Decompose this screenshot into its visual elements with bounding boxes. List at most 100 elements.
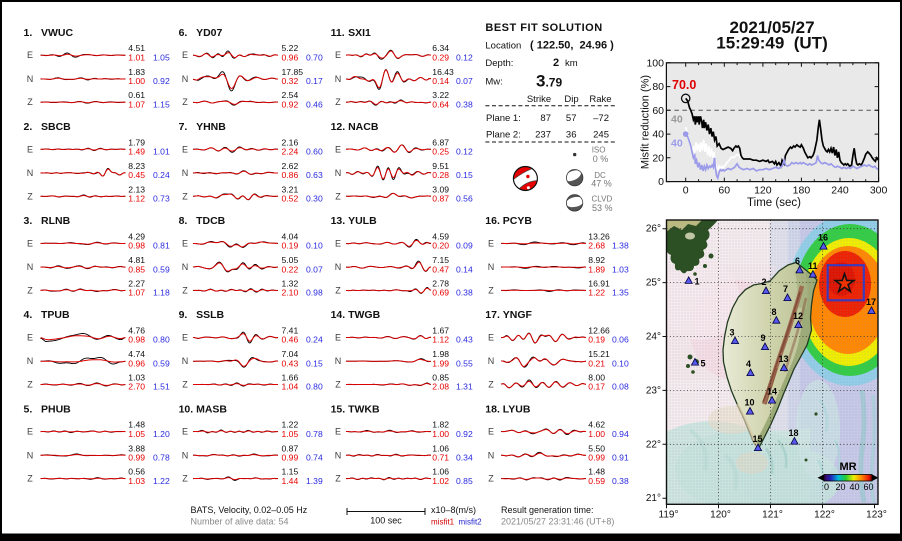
svg-text:0.38: 0.38 — [456, 99, 473, 109]
svg-text:N: N — [488, 356, 495, 366]
svg-text:1.31: 1.31 — [456, 382, 473, 392]
svg-text:E: E — [27, 50, 33, 60]
svg-text:6.: 6. — [179, 27, 188, 39]
svg-text:E: E — [335, 333, 341, 343]
svg-text:BATS, Velocity, 0.02–0.05 Hz: BATS, Velocity, 0.02–0.05 Hz — [191, 505, 308, 515]
svg-text:0.92: 0.92 — [153, 76, 170, 86]
svg-text:0.09: 0.09 — [456, 241, 473, 251]
svg-text:Plane 1:: Plane 1: — [486, 113, 521, 124]
svg-text:1.15: 1.15 — [282, 467, 299, 477]
svg-text:1: 1 — [695, 277, 700, 287]
svg-text:26°: 26° — [646, 224, 661, 235]
svg-text:1.05: 1.05 — [282, 429, 299, 439]
svg-text:1.05: 1.05 — [153, 52, 170, 62]
svg-text:N: N — [335, 74, 342, 84]
svg-text:3: 3 — [730, 328, 735, 338]
svg-text:57: 57 — [566, 113, 577, 124]
svg-text:13: 13 — [779, 354, 789, 364]
svg-text:1.12: 1.12 — [432, 335, 449, 345]
svg-text:1.01: 1.01 — [128, 52, 145, 62]
svg-text:E: E — [182, 333, 188, 343]
svg-text:1.01: 1.01 — [153, 147, 170, 157]
svg-text:0: 0 — [658, 176, 664, 188]
svg-text:0.87: 0.87 — [282, 443, 299, 453]
svg-text:3.21: 3.21 — [282, 184, 299, 194]
svg-text:0.59: 0.59 — [153, 264, 170, 274]
svg-text:1.89: 1.89 — [588, 264, 605, 274]
svg-text:0.24: 0.24 — [153, 170, 170, 180]
svg-text:119°: 119° — [659, 510, 679, 521]
svg-text:Result generation time:: Result generation time: — [501, 505, 594, 515]
svg-text:x10–8(m/s): x10–8(m/s) — [431, 505, 476, 515]
svg-text:36: 36 — [566, 129, 577, 140]
svg-text:2: 2 — [553, 57, 559, 69]
svg-text:4: 4 — [746, 359, 751, 369]
svg-text:9.: 9. — [179, 309, 188, 321]
svg-text:2.08: 2.08 — [432, 382, 449, 392]
svg-text:2.54: 2.54 — [282, 90, 299, 100]
svg-text:1.35: 1.35 — [612, 288, 629, 298]
svg-text:0.22: 0.22 — [282, 264, 299, 274]
svg-text:E: E — [335, 50, 341, 60]
svg-text:0.43: 0.43 — [456, 335, 473, 345]
svg-text:17: 17 — [866, 297, 876, 307]
svg-text:0.92: 0.92 — [282, 99, 299, 109]
svg-text:60: 60 — [863, 482, 873, 492]
svg-text:1.22: 1.22 — [588, 288, 605, 298]
svg-text:1.18: 1.18 — [153, 288, 170, 298]
svg-text:0.98: 0.98 — [128, 241, 145, 251]
svg-text:YNGF: YNGF — [503, 309, 533, 321]
svg-text:–72: –72 — [593, 113, 609, 124]
svg-text:4.59: 4.59 — [432, 231, 449, 241]
svg-text:87: 87 — [540, 113, 551, 124]
svg-text:1.20: 1.20 — [153, 429, 170, 439]
svg-text:11.: 11. — [331, 27, 345, 39]
svg-text:123°: 123° — [866, 510, 887, 521]
svg-text:3.88: 3.88 — [128, 443, 145, 453]
svg-text:2.62: 2.62 — [282, 161, 299, 171]
svg-text:E: E — [27, 238, 33, 248]
svg-text:Z: Z — [182, 380, 188, 390]
svg-text:Z: Z — [488, 380, 494, 390]
svg-text:0.38: 0.38 — [456, 288, 473, 298]
svg-text:1.06: 1.06 — [432, 467, 449, 477]
svg-text:N: N — [27, 450, 34, 460]
svg-text:0.99: 0.99 — [282, 453, 299, 463]
svg-text:4.81: 4.81 — [128, 255, 145, 265]
svg-text:Z: Z — [335, 380, 341, 390]
svg-text:N: N — [335, 450, 342, 460]
svg-text:12.66: 12.66 — [588, 326, 610, 336]
svg-text:0.52: 0.52 — [282, 194, 299, 204]
svg-text:TDCB: TDCB — [196, 215, 226, 227]
svg-text:7.04: 7.04 — [282, 349, 299, 359]
svg-text:0.12: 0.12 — [456, 52, 473, 62]
svg-text:0.46: 0.46 — [306, 99, 323, 109]
svg-text:40: 40 — [671, 138, 683, 150]
svg-text:20: 20 — [652, 152, 664, 164]
svg-text:7: 7 — [783, 284, 788, 294]
svg-text:Misfit reduction (%): Misfit reduction (%) — [640, 75, 652, 169]
svg-text:240: 240 — [831, 185, 849, 197]
svg-text:0.96: 0.96 — [282, 52, 299, 62]
svg-text:Dip: Dip — [564, 94, 578, 105]
svg-text:25°: 25° — [646, 278, 661, 289]
svg-text:misfit1: misfit1 — [431, 518, 455, 527]
svg-text:2.78: 2.78 — [432, 278, 449, 288]
svg-text:0.47: 0.47 — [432, 264, 449, 274]
svg-text:1.66: 1.66 — [282, 373, 299, 383]
svg-text:0.14: 0.14 — [432, 76, 449, 86]
svg-text:17.: 17. — [485, 309, 500, 321]
svg-text:0.46: 0.46 — [282, 335, 299, 345]
svg-text:18.: 18. — [485, 403, 500, 415]
svg-text:1.39: 1.39 — [306, 476, 323, 486]
svg-text:0.64: 0.64 — [432, 99, 449, 109]
svg-text:1.51: 1.51 — [153, 382, 170, 392]
svg-text:10.: 10. — [179, 403, 194, 415]
svg-text:1.03: 1.03 — [128, 476, 145, 486]
svg-text:CLVD: CLVD — [592, 194, 613, 203]
svg-text:0.07: 0.07 — [456, 76, 473, 86]
svg-text:Time (sec): Time (sec) — [747, 197, 801, 209]
svg-text:N: N — [488, 450, 495, 460]
svg-text:7.15: 7.15 — [432, 255, 449, 265]
svg-text:0: 0 — [824, 482, 829, 492]
